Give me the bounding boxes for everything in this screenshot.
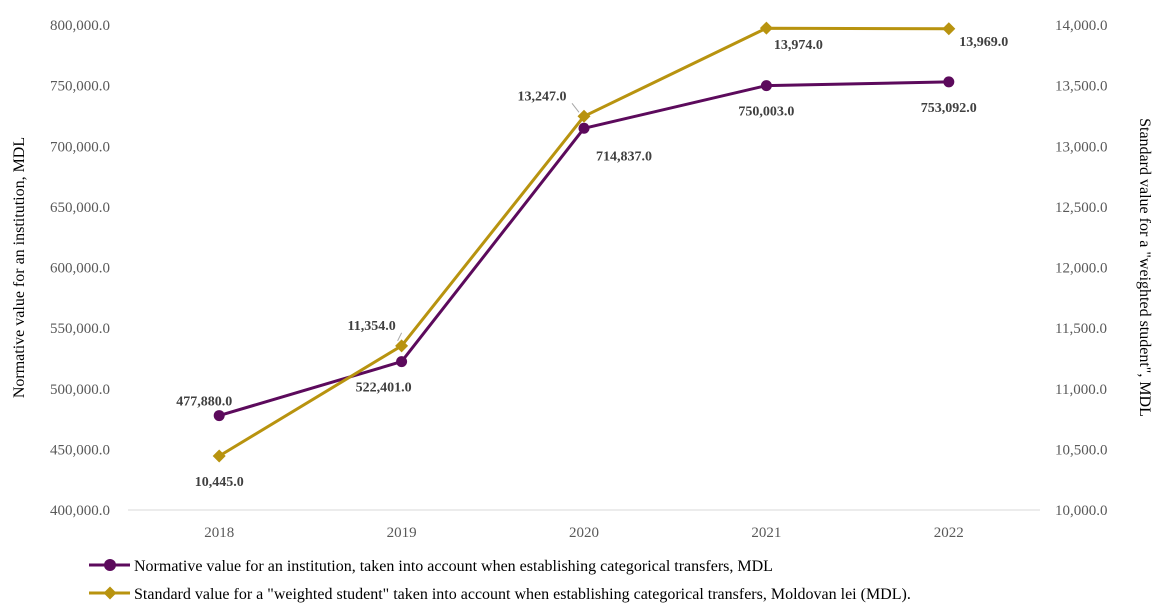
y-left-tick-label: 400,000.0 [50, 503, 110, 519]
x-tick-label: 2021 [751, 525, 781, 541]
x-tick-label: 2020 [569, 525, 599, 541]
series-2-point [942, 22, 956, 36]
y-left-tick-label: 450,000.0 [50, 442, 110, 458]
y-right-tick-label: 10,000.0 [1055, 503, 1108, 519]
data-labels-layer: 477,880.0 522,401.0 714,837.0 750,003.0 753,… [176, 35, 1008, 490]
data-label: 13,974.0 [774, 38, 823, 53]
legend-entry-label: Standard value for a "weighted student" … [134, 586, 911, 603]
data-label: 477,880.0 [176, 395, 232, 410]
y-right-tick-label: 11,500.0 [1055, 321, 1107, 337]
series-layer [212, 21, 956, 463]
data-label: 714,837.0 [596, 149, 652, 164]
series-1-point [213, 410, 225, 422]
series-2-point [212, 449, 226, 463]
x-tick-label: 2018 [204, 525, 234, 541]
data-label: 11,354.0 [347, 319, 395, 334]
legend-marker-circle [104, 559, 116, 571]
y-left-tick-label: 500,000.0 [50, 382, 110, 398]
y-left-axis-title: Normative value for an institution, MDL [11, 137, 28, 398]
y-left-tick-label: 650,000.0 [50, 200, 110, 216]
leader-lines-layer [397, 102, 580, 342]
series-line-2 [218, 26, 949, 458]
y-right-tick-label: 11,000.0 [1055, 382, 1107, 398]
x-tick-label: 2022 [934, 525, 964, 541]
y-right-axis-title: Standard value for a "weighted student",… [1136, 118, 1153, 417]
data-label: 10,445.0 [195, 475, 244, 490]
data-label: 750,003.0 [738, 105, 794, 120]
data-label: 753,092.0 [921, 101, 977, 116]
y-right-tick-label: 13,000.0 [1055, 139, 1108, 155]
series-1-point [396, 356, 408, 368]
legend-entry-label: Normative value for an institution, take… [134, 558, 773, 575]
data-label-leader-line [397, 332, 403, 342]
series-1-point [578, 122, 590, 134]
y-left-tick-label: 700,000.0 [50, 139, 110, 155]
data-label: 522,401.0 [356, 381, 412, 396]
y-right-tick-label: 12,500.0 [1055, 200, 1108, 216]
y-left-tick-label: 550,000.0 [50, 321, 110, 337]
x-tick-label: 2019 [387, 525, 417, 541]
y-left-tick-label: 800,000.0 [50, 18, 110, 34]
data-label: 13,247.0 [518, 89, 567, 104]
series-2-point [395, 339, 409, 353]
series-1-point [943, 76, 955, 88]
y-right-tick-label: 12,000.0 [1055, 261, 1108, 277]
series-1-point [760, 80, 772, 92]
y-left-tick-label: 600,000.0 [50, 261, 110, 277]
legend-marker-diamond [103, 586, 117, 600]
legend: Normative value for an institution, take… [89, 558, 911, 603]
y-right-tick-label: 13,500.0 [1055, 79, 1108, 95]
data-label: 13,969.0 [959, 35, 1008, 50]
y-right-tick-label: 10,500.0 [1055, 442, 1108, 458]
y-left-tick-label: 750,000.0 [50, 79, 110, 95]
axes-layer: 400,000.0 450,000.0 500,000.0 550,000.0 600,… [11, 18, 1153, 541]
series-2-point [577, 109, 591, 123]
data-label-leader-line [571, 102, 580, 113]
y-right-tick-label: 14,000.0 [1055, 18, 1108, 34]
series-2-point [759, 21, 773, 35]
